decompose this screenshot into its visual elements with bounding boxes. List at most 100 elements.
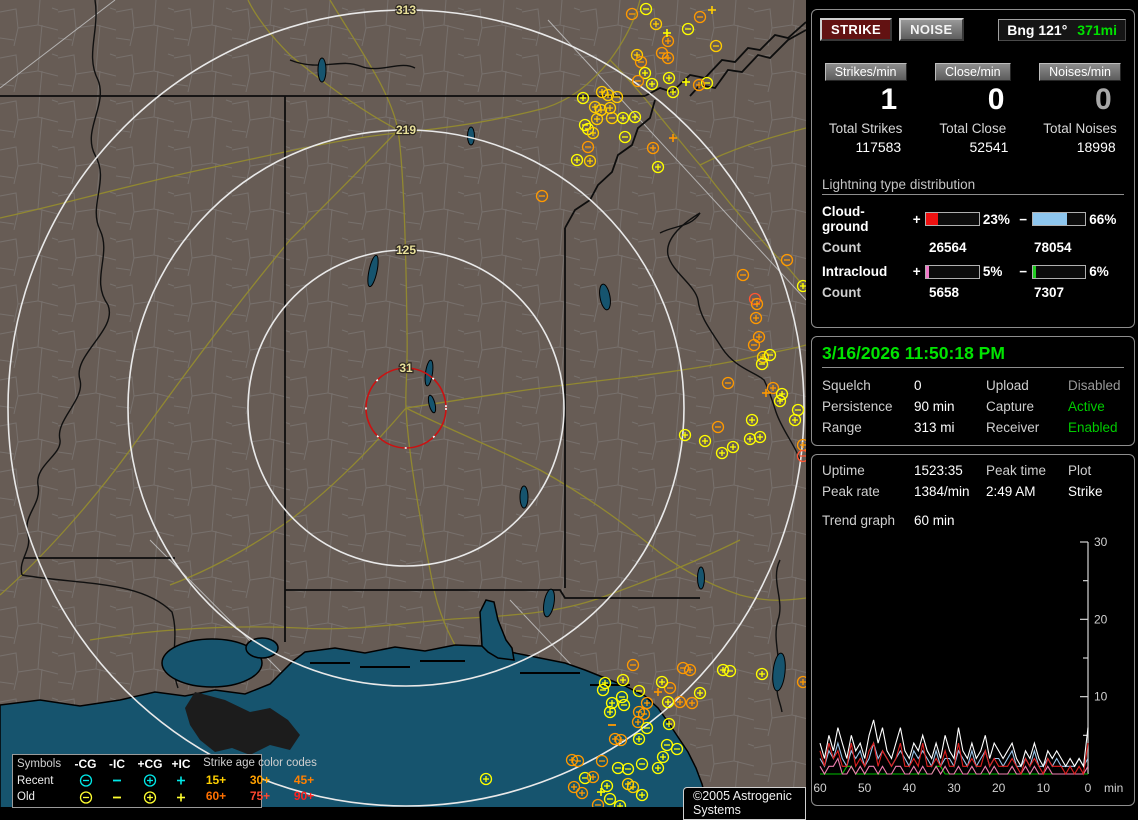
old-cg-plus-icon [132, 790, 168, 805]
strike-symbol [603, 705, 617, 719]
noise-plot-button[interactable]: NOISE [899, 18, 964, 41]
strike-symbol [583, 154, 597, 168]
strike-symbol [649, 17, 663, 31]
total-noises-label: Total Noises [1043, 121, 1117, 136]
cg-plus-count: 26564 [929, 240, 967, 255]
close-per-min-label: Close/min [935, 63, 1011, 81]
strike-symbol [669, 134, 677, 142]
svg-text:313: 313 [396, 3, 416, 17]
grid-cell: Upload [986, 378, 1029, 393]
strikes-per-min-label: Strikes/min [824, 63, 907, 81]
strike-symbol [611, 761, 625, 775]
grid-cell: 2:49 AM [986, 484, 1036, 499]
grid-cell: Persistence [822, 399, 893, 414]
strike-symbol [586, 770, 600, 784]
legend-col-neg-ic: -IC [109, 757, 125, 772]
strike-symbol [635, 757, 649, 771]
count-label: Count [822, 285, 861, 300]
strike-symbol [709, 39, 723, 53]
strike-symbol [177, 793, 185, 802]
trend-graph: 10 20 30 60 50 40 30 20 10 0 min [813, 535, 1123, 795]
strike-symbol [600, 779, 614, 793]
svg-text:50: 50 [858, 781, 872, 795]
age-code-75: 75+ [249, 789, 271, 804]
grid-cell: Disabled [1068, 378, 1121, 393]
trend-graph-row: Trend graph 60 min [822, 513, 1134, 528]
noises-per-min-label: Noises/min [1039, 63, 1121, 81]
svg-text:31: 31 [399, 361, 413, 375]
cloud-ground-label: Cloud-ground [822, 204, 869, 234]
strike-symbol [615, 690, 629, 704]
recent-cg-plus-icon [132, 773, 168, 788]
recent-ic-minus-icon [102, 773, 132, 788]
strike-symbol [632, 732, 646, 746]
grid-cell: 90 min [914, 399, 955, 414]
strike-symbol [654, 688, 662, 696]
strike-symbol [177, 776, 185, 785]
svg-text:20: 20 [1094, 612, 1108, 626]
ic-plus-count: 5658 [929, 285, 960, 300]
strike-symbol [711, 420, 725, 434]
strike-symbol [591, 798, 605, 807]
strike-plot-button[interactable]: STRIKE [820, 18, 893, 41]
strike-symbol [661, 51, 675, 65]
grid-cell: Peak time [986, 463, 1047, 478]
strike-symbol [616, 111, 630, 125]
strike-symbol [747, 338, 761, 352]
svg-text:0: 0 [1085, 781, 1092, 795]
close-per-min-value: 0 [987, 83, 1005, 116]
grid-cell: Strike [1068, 484, 1103, 499]
ic-minus-count: 7307 [1034, 285, 1065, 300]
svg-text:60: 60 [813, 781, 827, 795]
grid-cell: Plot [1068, 463, 1092, 478]
strike-symbol [570, 153, 584, 167]
copyright-notice: ©2005 Astrogenic Systems [683, 787, 806, 820]
recent-cg-minus-icon [69, 773, 102, 788]
strike-symbol [685, 696, 699, 710]
strike-symbol [576, 91, 590, 105]
strike-symbol [637, 707, 651, 721]
grid-cell: Peak rate [822, 484, 880, 499]
plus-sign: + [912, 211, 921, 227]
age-code-60: 60+ [205, 789, 227, 804]
state-borders [0, 21, 806, 642]
total-close-value: 52541 [969, 139, 1009, 155]
intracloud-label: Intracloud [822, 264, 888, 279]
distribution-title: Lightning type distribution [822, 177, 1124, 195]
strike-symbol [656, 750, 670, 764]
strike-symbol [638, 66, 652, 80]
old-ic-plus-icon [168, 790, 194, 805]
ic-plus-bar [925, 264, 980, 279]
strike-symbol [479, 772, 493, 786]
legend-col-neg-cg: -CG [74, 757, 97, 772]
strike-symbol [666, 85, 680, 99]
age-code-30: 30+ [249, 772, 271, 787]
total-noises-value: 18998 [1076, 139, 1116, 155]
intracloud-counts: Count 5658 7307 [822, 285, 1124, 300]
strike-symbol [631, 74, 645, 88]
map-canvas: 313 219 125 31 [0, 0, 806, 807]
grid-cell: 313 mi [914, 420, 955, 435]
settings-box: 3/16/2026 11:50:18 PM Squelch 0 Upload Disa… [811, 336, 1135, 446]
noises-column: Noises/min 0 Total Noises 18998 [1026, 63, 1133, 155]
legend-row-recent: Recent [17, 774, 54, 787]
strike-symbol [603, 792, 617, 806]
total-close-label: Total Close [939, 121, 1007, 136]
legend-symbols-header: Symbols [17, 758, 62, 771]
svg-text:125: 125 [396, 243, 416, 257]
strike-symbol [723, 664, 737, 678]
strike-symbol [79, 774, 92, 787]
noises-per-min-value: 0 [1094, 83, 1112, 116]
cloud-ground-counts: Count 26564 78054 [822, 240, 1124, 255]
strike-symbol [773, 394, 787, 408]
bearing-display: Bng 121° 371mi [998, 18, 1126, 41]
lightning-map[interactable]: 313 219 125 31 Symbols -CG -IC +CG +IC Rece… [0, 0, 806, 820]
strike-symbol [736, 268, 750, 282]
strike-symbol [745, 413, 759, 427]
strike-symbol [796, 675, 806, 689]
trend-window-value: 60 min [914, 513, 955, 528]
strike-symbol [610, 90, 624, 104]
strike-symbol [630, 48, 644, 62]
bearing-distance: 371mi [1077, 21, 1117, 38]
